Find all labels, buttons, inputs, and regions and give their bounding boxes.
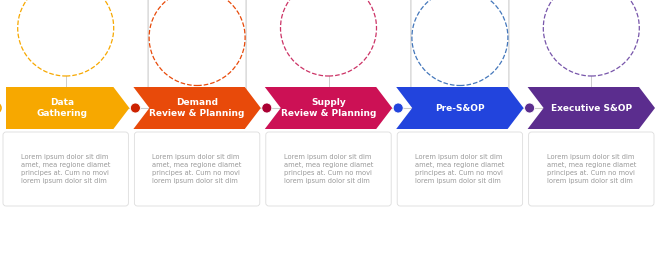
FancyBboxPatch shape [529, 132, 654, 206]
Text: Data
Gathering: Data Gathering [36, 98, 87, 118]
FancyBboxPatch shape [411, 0, 509, 103]
FancyBboxPatch shape [266, 132, 391, 206]
Text: Supply
Review & Planning: Supply Review & Planning [281, 98, 376, 118]
Text: Lorem ipsum dolor sit dim
amet, mea regione diamet
principes at. Cum no movi
lor: Lorem ipsum dolor sit dim amet, mea regi… [152, 154, 242, 184]
Text: Executive S&OP: Executive S&OP [551, 104, 632, 113]
Text: Demand
Review & Planning: Demand Review & Planning [149, 98, 245, 118]
FancyBboxPatch shape [3, 132, 128, 206]
Text: Lorem ipsum dolor sit dim
amet, mea regione diamet
principes at. Cum no movi
lor: Lorem ipsum dolor sit dim amet, mea regi… [547, 154, 636, 184]
Text: Lorem ipsum dolor sit dim
amet, mea regione diamet
principes at. Cum no movi
lor: Lorem ipsum dolor sit dim amet, mea regi… [21, 154, 110, 184]
Text: Lorem ipsum dolor sit dim
amet, mea regione diamet
principes at. Cum no movi
lor: Lorem ipsum dolor sit dim amet, mea regi… [415, 154, 505, 184]
Polygon shape [528, 87, 655, 129]
Polygon shape [133, 87, 261, 129]
Circle shape [261, 103, 272, 113]
Text: Lorem ipsum dolor sit dim
amet, mea regione diamet
principes at. Cum no movi
lor: Lorem ipsum dolor sit dim amet, mea regi… [284, 154, 373, 184]
Text: Pre-S&OP: Pre-S&OP [435, 104, 485, 113]
FancyBboxPatch shape [135, 132, 260, 206]
Circle shape [0, 103, 1, 113]
Polygon shape [6, 87, 129, 129]
Polygon shape [265, 87, 392, 129]
Polygon shape [396, 87, 524, 129]
FancyBboxPatch shape [148, 0, 246, 103]
FancyBboxPatch shape [397, 132, 522, 206]
Circle shape [130, 103, 141, 113]
Circle shape [524, 103, 535, 113]
Circle shape [393, 103, 403, 113]
